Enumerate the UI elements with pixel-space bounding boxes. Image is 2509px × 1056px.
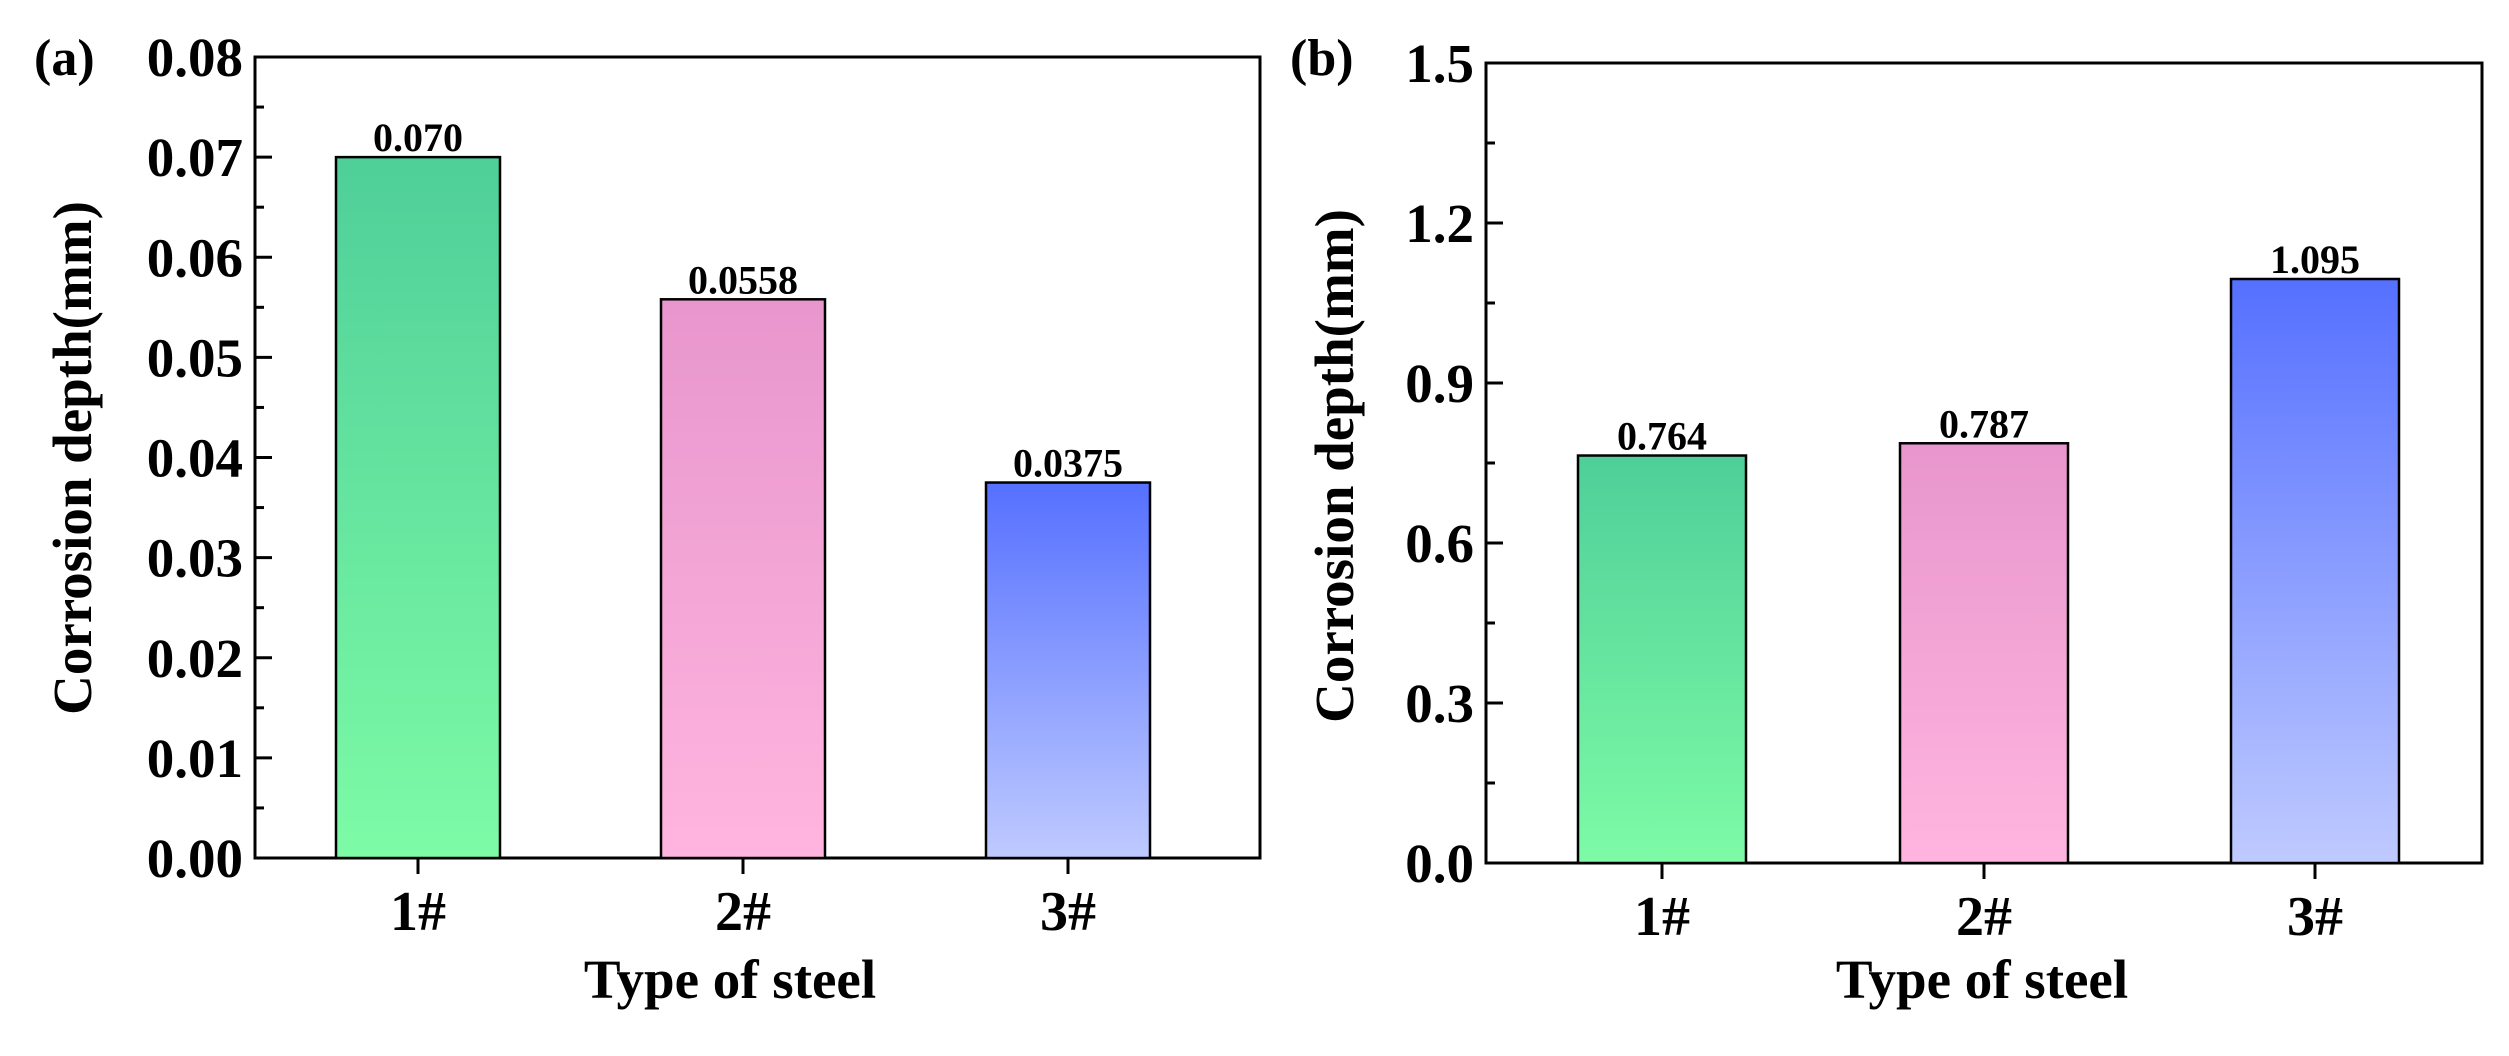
bar-a-2 [659,298,827,860]
y-tick-label-b: 0.3 [1405,673,1474,734]
data-label-b-2: 0.787 [1939,401,2029,446]
x-tick-label-b-2: 2# [1956,886,2012,948]
bars-a [334,155,1152,860]
y-tick-label-a: 0.04 [147,428,243,489]
data-label-a-2: 0.0558 [688,257,798,302]
y-ticks-b: 0.0 0.3 0.6 0.9 1.2 1.5 [1405,33,2317,894]
chart-panel-b: 0.0 0.3 0.6 0.9 1.2 1.5 0.764 1# 0.787 2# 1.095 3#… [1290,30,2484,1010]
y-tick-label-a: 0.05 [147,327,243,388]
y-tick-label-a: 0.02 [147,628,243,689]
labels-a: 0.070 1# 0.0558 2# 0.0375 3# [373,115,1123,943]
panel-label-b: (b) [1290,30,1354,87]
chart-panel-a: 0.00 0.01 0.02 0.03 0.04 0.05 0.06 0.07 0.08 0.0… [34,27,1262,1010]
x-axis-title-a: Type of steel [584,949,876,1010]
y-tick-label-b: 0.6 [1405,513,1474,574]
y-tick-label-a: 0.07 [147,127,243,188]
x-axis-title-b: Type of steel [1836,949,2128,1010]
x-tick-label-a-2: 2# [715,881,771,943]
bars-b [1576,277,2401,865]
data-label-b-1: 0.764 [1617,414,1707,459]
panel-label-a: (a) [34,30,95,87]
bar-b-3 [2229,277,2401,865]
x-tick-label-a-1: 1# [390,881,446,943]
y-tick-label-b: 0.9 [1405,353,1474,414]
y-tick-label-b: 0.0 [1405,833,1474,894]
bar-b-1 [1576,454,1748,865]
y-ticks-a: 0.00 0.01 0.02 0.03 0.04 0.05 0.06 0.07 0.08 [147,27,1070,889]
bar-a-1 [334,155,502,860]
bar-b-2 [1898,442,2070,865]
data-label-a-1: 0.070 [373,115,463,160]
y-axis-title-b: Corrosion depth(mm) [1304,209,1365,723]
y-tick-label-b: 1.5 [1405,33,1474,94]
y-tick-label-b: 1.2 [1405,193,1474,254]
labels-b: 0.764 1# 0.787 2# 1.095 3# [1617,237,2360,948]
data-label-b-3: 1.095 [2270,237,2360,282]
y-tick-label-a: 0.03 [147,528,243,589]
y-tick-label-a: 0.06 [147,227,243,288]
x-tick-label-b-3: 3# [2287,886,2343,948]
x-tick-label-b-1: 1# [1634,886,1690,948]
y-tick-label-a: 0.01 [147,728,243,789]
x-tick-label-a-3: 3# [1040,881,1096,943]
bar-a-3 [984,481,1152,860]
data-label-a-3: 0.0375 [1013,441,1123,486]
y-axis-title-a: Corrosion depth(mm) [42,201,103,715]
y-tick-label-a: 0.00 [147,828,243,889]
y-tick-label-a: 0.08 [147,27,243,88]
